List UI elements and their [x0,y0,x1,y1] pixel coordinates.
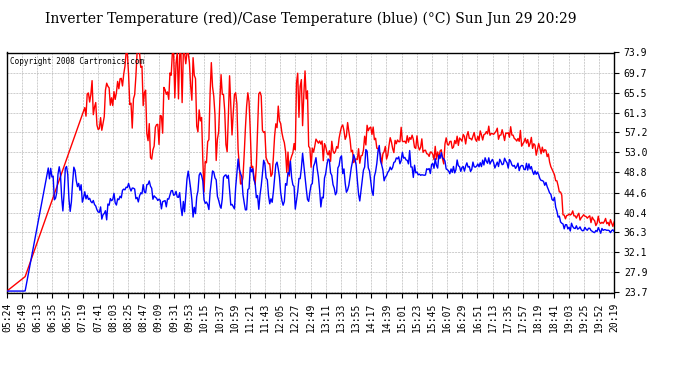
Text: Copyright 2008 Cartronics.com: Copyright 2008 Cartronics.com [10,57,144,66]
Text: Inverter Temperature (red)/Case Temperature (blue) (°C) Sun Jun 29 20:29: Inverter Temperature (red)/Case Temperat… [45,11,576,26]
